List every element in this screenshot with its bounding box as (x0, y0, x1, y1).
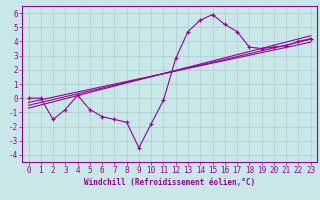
X-axis label: Windchill (Refroidissement éolien,°C): Windchill (Refroidissement éolien,°C) (84, 178, 255, 187)
